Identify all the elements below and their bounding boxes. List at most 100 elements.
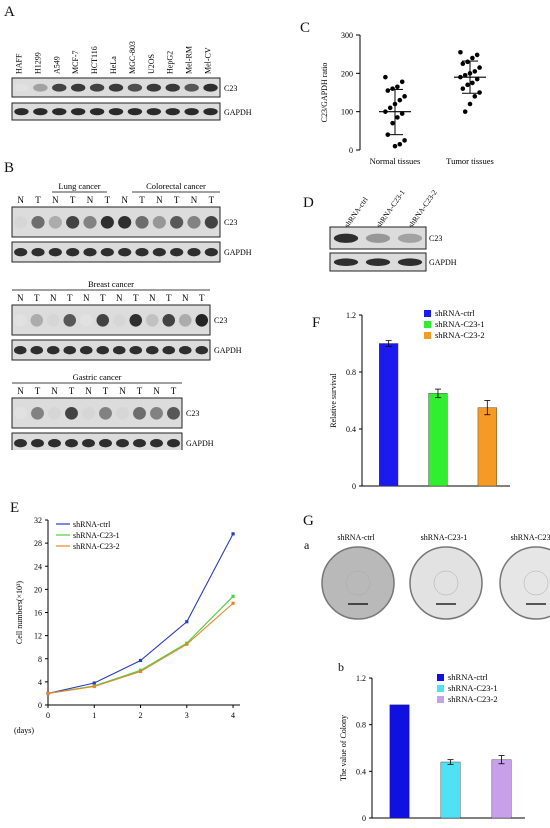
nt-label: T xyxy=(35,195,41,205)
scatter-point xyxy=(387,105,393,111)
scatter-point xyxy=(397,141,403,147)
nt-label: N xyxy=(191,195,198,205)
blot-b-gapdh-band xyxy=(195,346,209,355)
blot-label-gapdh: GAPDH xyxy=(429,258,457,267)
lane-label: MGC-803 xyxy=(128,41,137,74)
legend-swatch xyxy=(437,685,444,692)
x-tick-label: Tumor tissues xyxy=(446,156,494,166)
blot-b-c23-frame xyxy=(11,304,211,336)
x-tick-label: 2 xyxy=(139,711,143,720)
blot-a-gapdh-band xyxy=(33,108,48,116)
scatter-point xyxy=(390,86,395,91)
x-tick-label: 1 xyxy=(92,711,96,720)
nt-label: N xyxy=(83,293,90,303)
nt-label: T xyxy=(199,293,205,303)
blot-b-c23-band xyxy=(118,216,132,229)
blot-b-gapdh-band xyxy=(135,248,149,257)
group-header: Gastric cancer xyxy=(73,372,122,382)
blot-b-gapdh-band xyxy=(96,346,110,355)
bar xyxy=(389,704,410,819)
colony-center xyxy=(433,570,459,596)
colony-center xyxy=(345,570,371,596)
blot-b-c23-band xyxy=(187,216,201,229)
nt-label: T xyxy=(139,195,145,205)
blot-b-gapdh-band xyxy=(30,346,44,355)
lane-label: shRNA-C23-1 xyxy=(374,190,407,229)
blot-b-gapdh-band xyxy=(133,439,146,448)
scatter-point xyxy=(383,74,388,80)
nt-label: T xyxy=(171,386,177,396)
colony-dish xyxy=(499,546,550,620)
blot-a-c23-band xyxy=(33,83,48,92)
bar xyxy=(477,407,497,487)
blot-b-gapdh-band xyxy=(187,248,201,257)
nt-label: T xyxy=(174,195,180,205)
scatter-point xyxy=(477,65,482,70)
lane-label: shRNA-C23-2 xyxy=(406,190,439,229)
scatter-point xyxy=(390,120,395,126)
blot-b-c23-band xyxy=(112,314,126,327)
blot-b-gapdh-band xyxy=(167,439,180,448)
blot-b-gapdh-band xyxy=(66,248,80,257)
blot-b-c23-band xyxy=(66,216,80,229)
blot-b-c23-band xyxy=(150,407,163,420)
nt-label: T xyxy=(70,195,76,205)
lane-label: HepG2 xyxy=(166,51,175,74)
group-header: Breast cancer xyxy=(88,279,134,289)
series-point xyxy=(46,691,50,696)
y-tick-label: 0 xyxy=(38,701,42,710)
scatter-point xyxy=(458,49,463,55)
nt-label: T xyxy=(166,293,172,303)
y-tick-label: 1.2 xyxy=(356,674,366,683)
blot-b-c23-band xyxy=(116,407,129,420)
blot-b-gapdh-band xyxy=(83,248,97,257)
x-tick-label: Normal tissues xyxy=(370,156,421,166)
blot-b-gapdh-band xyxy=(100,248,114,257)
nt-label: N xyxy=(51,386,58,396)
lane-label: shRNA-ctrl xyxy=(342,195,369,229)
chart-c-scatter: 0 100 200 300 C23/GAPDH ratio Normal tissues T… xyxy=(320,31,494,166)
blot-a-c23-band xyxy=(108,83,124,92)
blot-label-gapdh: GAPDH xyxy=(186,439,214,448)
lane-label: Mel-RM xyxy=(185,46,194,74)
bar xyxy=(379,343,399,487)
legend-swatch xyxy=(437,696,444,703)
scatter-point xyxy=(472,69,478,74)
scatter-point xyxy=(462,109,468,114)
blot-a-gapdh-band xyxy=(14,108,29,116)
scatter-point xyxy=(395,84,400,90)
y-tick-label: 0.4 xyxy=(356,767,366,776)
blot-a-gapdh-band xyxy=(184,108,199,116)
panel-e-letter: E xyxy=(10,500,20,516)
blot-a-gapdh-band xyxy=(203,108,218,116)
nt-label: N xyxy=(85,386,92,396)
blot-d-c23-band xyxy=(333,233,359,243)
series-point xyxy=(185,620,189,624)
blot-label-c23: C23 xyxy=(186,409,199,418)
blot-b-c23-band xyxy=(167,407,180,420)
scatter-point xyxy=(460,61,466,67)
blot-b-gapdh-band xyxy=(14,439,27,448)
nt-label: T xyxy=(105,195,111,205)
y-axis-label: The value of Colony xyxy=(339,715,348,781)
y-tick-label: 0 xyxy=(349,146,353,155)
blot-a-gapdh-band xyxy=(165,108,180,116)
blot-a-c23-band xyxy=(127,83,143,92)
scatter-point xyxy=(474,52,480,58)
blot-a-c23-band xyxy=(70,83,86,92)
scatter-point xyxy=(399,111,405,116)
blot-a-c23-band xyxy=(184,83,199,92)
legend-swatch xyxy=(424,332,431,339)
legend-label: shRNA-C23-2 xyxy=(435,330,485,340)
legend-label: shRNA-C23-1 xyxy=(73,531,120,540)
series-point xyxy=(92,684,96,689)
blot-d-c23-band xyxy=(365,233,391,243)
blot-b-c23-band xyxy=(13,314,27,327)
blot-b-c23-band xyxy=(82,407,95,420)
blot-b-gapdh-band xyxy=(79,346,93,355)
colony-dish xyxy=(321,546,395,620)
blot-b-gapdh-band xyxy=(65,439,78,448)
nt-label: T xyxy=(35,386,41,396)
panel-a-letter: A xyxy=(4,4,15,20)
nt-label: T xyxy=(209,195,215,205)
